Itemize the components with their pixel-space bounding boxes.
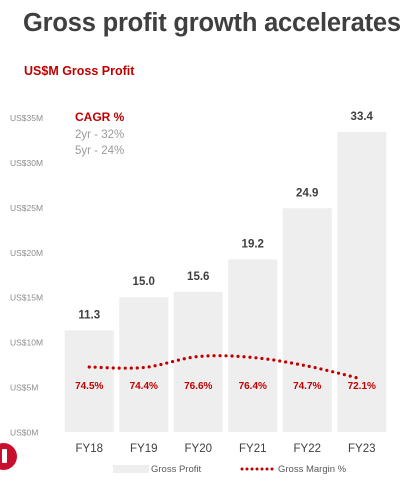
y-tick-label: US$15M	[10, 293, 43, 303]
margin-label: 72.1%	[348, 381, 376, 392]
cagr-line: 2yr - 32%	[75, 129, 124, 141]
x-tick-label: FY23	[348, 443, 376, 455]
bar	[228, 259, 278, 432]
x-tick-label: FY19	[130, 443, 158, 455]
bars	[64, 131, 387, 432]
margin-label: 76.4%	[239, 381, 267, 392]
cagr-annotation: CAGR % 2yr - 32% 5yr - 24%	[75, 110, 125, 157]
bar	[282, 208, 332, 432]
legend: Gross Profit Gross Margin %	[113, 464, 347, 475]
legend-label-gross-profit: Gross Profit	[151, 464, 202, 475]
bar	[337, 131, 387, 432]
y-tick-label: US$30M	[10, 158, 43, 168]
x-axis: FY18 FY19 FY20 FY21 FY22 FY23	[76, 443, 376, 455]
value-label: 15.6	[187, 271, 209, 283]
x-tick-label: FY21	[239, 443, 267, 455]
margin-label: 76.6%	[184, 381, 212, 392]
page-title: Gross profit growth accelerates	[23, 9, 401, 37]
brand-logo-icon	[0, 443, 17, 470]
bar	[64, 330, 114, 432]
gross-margin-line	[87, 354, 364, 381]
bar	[173, 291, 223, 432]
y-tick-label: US$5M	[10, 383, 38, 393]
x-tick-label: FY18	[76, 443, 104, 455]
value-label: 24.9	[296, 187, 318, 199]
margin-labels: 74.5% 74.4% 76.6% 76.4% 74.7% 72.1%	[75, 381, 376, 392]
y-tick-label: US$35M	[10, 113, 43, 123]
y-tick-label: US$10M	[10, 338, 43, 348]
cagr-title: CAGR %	[75, 110, 125, 124]
y-tick-label: US$0M	[10, 428, 38, 438]
y-axis: US$0M US$5M US$10M US$15M US$20M US$25M US$30M…	[10, 113, 43, 438]
value-label: 19.2	[242, 238, 264, 250]
cagr-line: 5yr - 24%	[75, 145, 124, 157]
value-label: 11.3	[78, 309, 100, 321]
margin-label: 74.5%	[75, 381, 103, 392]
margin-label: 74.7%	[293, 381, 321, 392]
legend-label-gross-margin: Gross Margin %	[278, 464, 347, 475]
chart-subtitle: US$M Gross Profit	[24, 64, 135, 78]
margin-label: 74.4%	[130, 381, 158, 392]
x-tick-label: FY20	[185, 443, 213, 455]
x-tick-label: FY22	[294, 443, 322, 455]
legend-swatch-gross-profit	[113, 465, 149, 473]
value-label: 33.4	[351, 111, 374, 123]
gross-margin-series-line	[87, 354, 364, 381]
value-labels: 11.3 15.0 15.6 19.2 24.9 33.4	[78, 111, 373, 322]
y-tick-label: US$25M	[10, 203, 43, 213]
value-label: 15.0	[133, 276, 155, 288]
y-tick-label: US$20M	[10, 248, 43, 258]
